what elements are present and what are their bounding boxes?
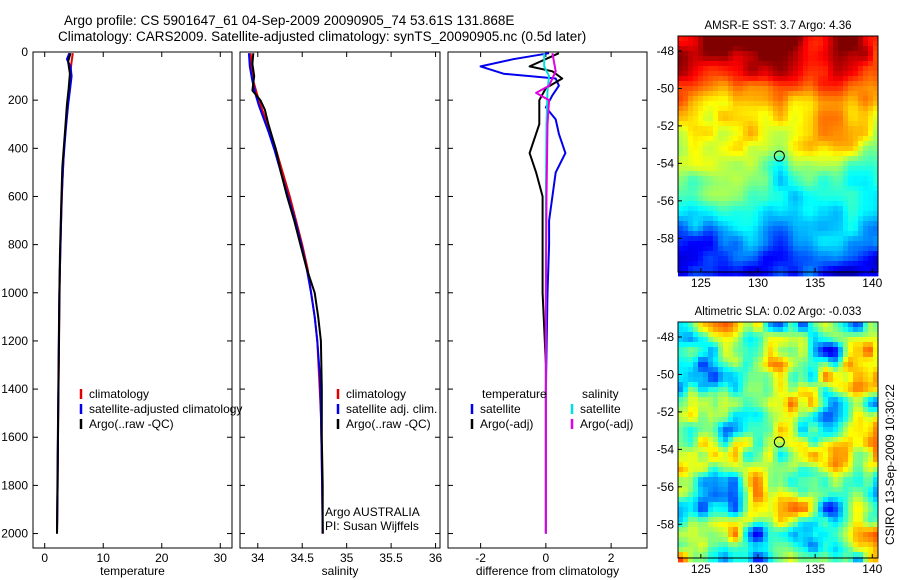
series-line-1 (247, 53, 324, 534)
y-tick-label: 1600 (1, 430, 28, 444)
x-tick-label: 130 (748, 276, 768, 290)
y-tick-label: -56 (657, 194, 675, 208)
map-frame (677, 35, 879, 273)
annotation-line: PI: Susan Wijffels (325, 519, 419, 533)
y-tick-label: 800 (8, 238, 28, 252)
x-tick-label: 10 (97, 551, 111, 565)
heatmap-cells (678, 36, 879, 277)
x-tick-label: 2 (608, 551, 615, 565)
legend-entry: climatology (89, 387, 149, 401)
map-sst_map: AMSR-E SST: 3.7 Argo: 4.36 125 130 135 140 -4… (657, 20, 883, 290)
map-title: Altimetric SLA: 0.02 Argo: -0.033 (695, 306, 862, 318)
series-line-2 (56, 52, 72, 534)
x-tick-label: 125 (691, 276, 711, 290)
y-tick-label: -52 (657, 405, 675, 419)
y-tick-label: -54 (657, 442, 675, 456)
map-sla_map: Altimetric SLA: 0.02 Argo: -0.033 125 130 1… (657, 306, 883, 576)
panel-salinity: 34 34.5 35 35.5 36 salinity climatologysatelli… (239, 51, 443, 578)
y-tick-label: -52 (657, 119, 675, 133)
legend-entry: satellite (580, 402, 621, 416)
series-line-0 (479, 52, 567, 534)
x-tick-label: 135 (805, 562, 825, 576)
y-tick-label: 1800 (1, 478, 28, 492)
x-tick-label: 140 (862, 276, 882, 290)
profile-location-marker (773, 150, 785, 162)
y-tick-label: -58 (657, 517, 675, 531)
legend-entry: Argo(-adj) (580, 417, 633, 431)
panel-temperature: 0 10 20 30 temperature 0 200 400 600 800 1000 1200 1… (1, 45, 242, 578)
x-tick-label: 35.5 (379, 551, 403, 565)
y-tick-label: 1400 (1, 382, 28, 396)
y-tick-label: -54 (657, 156, 675, 170)
x-tick-label: 20 (155, 551, 169, 565)
y-tick-label: 1000 (1, 286, 28, 300)
legend-entry: satellite-adjusted climatology (89, 402, 242, 416)
y-tick-label: 200 (8, 93, 28, 107)
x-tick-label: 36 (429, 551, 443, 565)
map-title: AMSR-E SST: 3.7 Argo: 4.36 (704, 20, 851, 32)
series-line-3 (535, 53, 557, 534)
profile-location-marker (773, 436, 785, 448)
y-tick-label: -56 (657, 480, 675, 494)
panel-frame (32, 51, 233, 549)
y-tick-label: 600 (8, 189, 28, 203)
x-tick-label: 0 (543, 551, 550, 565)
y-tick-label: -48 (657, 44, 675, 58)
x-tick-label: 34 (251, 551, 265, 565)
y-tick-label: -58 (657, 231, 675, 245)
map-frame (677, 321, 879, 559)
legend-entry: climatology (346, 387, 406, 401)
x-tick-label: 125 (691, 562, 711, 576)
header-line-1: Argo profile: CS 5901647_61 04-Sep-2009 … (64, 13, 515, 28)
y-tick-label: 400 (8, 141, 28, 155)
annotation-line: Argo AUSTRALIA (325, 505, 420, 519)
x-tick-label: 130 (748, 562, 768, 576)
heatmap-cells (678, 322, 879, 563)
series-line-2 (251, 53, 324, 534)
x-tick-label: -2 (475, 551, 486, 565)
x-axis-label: difference from climatology (476, 564, 619, 578)
legend-entry: Argo(..raw -QC) (89, 417, 174, 431)
legend-entry: satellite (480, 402, 521, 416)
x-tick-label: 30 (214, 551, 228, 565)
x-axis-label: temperature (100, 564, 165, 578)
y-tick-label: -48 (657, 330, 675, 344)
x-tick-label: 35 (340, 551, 354, 565)
legend-entry: Argo(..raw -QC) (346, 417, 431, 431)
panel-frame (239, 51, 441, 549)
x-tick-label: 135 (805, 276, 825, 290)
x-tick-label: 140 (862, 562, 882, 576)
y-tick-label: 1200 (1, 334, 28, 348)
y-tick-label: 0 (21, 45, 28, 59)
legend-entry: Argo(-adj) (480, 417, 533, 431)
legend-entry: satellite adj. clim. (346, 402, 437, 416)
legend-group-header: temperature (482, 387, 547, 401)
panel-frame (447, 51, 648, 549)
header-line-2: Climatology: CARS2009. Satellite-adjuste… (58, 29, 587, 44)
y-tick-label: -50 (657, 367, 675, 381)
y-tick-label: 2000 (1, 527, 28, 541)
x-axis-label: salinity (322, 564, 359, 578)
x-tick-label: 34.5 (291, 551, 315, 565)
legend-group-header: salinity (582, 387, 619, 401)
timestamp-label: CSIRO 13-Sep-2009 10:30:22 (883, 384, 897, 545)
y-tick-label: -50 (657, 81, 675, 95)
x-tick-label: 0 (41, 551, 48, 565)
